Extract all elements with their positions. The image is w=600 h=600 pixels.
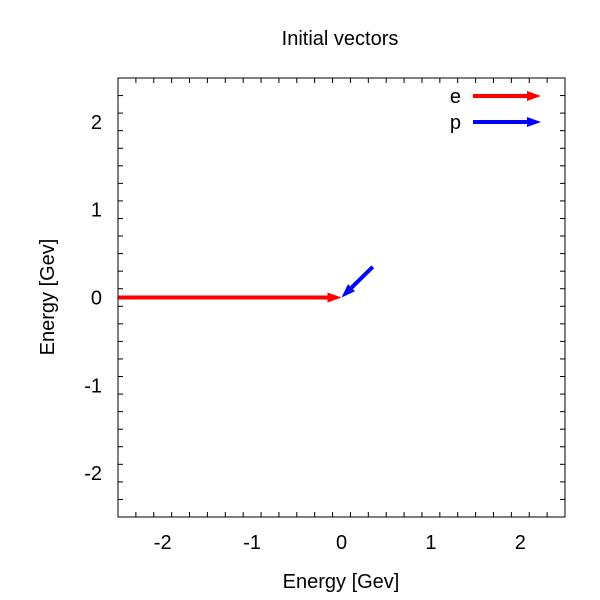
vector-p-shaft bbox=[350, 265, 375, 290]
vector-p bbox=[341, 265, 375, 298]
legend: ep bbox=[450, 86, 541, 134]
y-axis-label: Energy [Gev] bbox=[37, 239, 59, 356]
y-tick-label: -1 bbox=[84, 375, 102, 397]
vector-e bbox=[118, 292, 342, 303]
x-tick-label: 1 bbox=[425, 532, 436, 554]
x-tick-label: -2 bbox=[154, 532, 172, 554]
legend-arrow-e-head bbox=[527, 91, 541, 101]
y-tick-label: 0 bbox=[91, 288, 102, 310]
legend-arrow-p bbox=[473, 117, 541, 127]
legend-arrow-p-head bbox=[527, 117, 541, 127]
legend-label-p: p bbox=[450, 112, 461, 134]
x-tick-label: 2 bbox=[515, 532, 526, 554]
y-tick-label: 2 bbox=[91, 112, 102, 134]
x-axis-label: Energy [Gev] bbox=[283, 571, 400, 593]
legend-label-e: e bbox=[450, 86, 461, 108]
x-tick-label: 0 bbox=[336, 532, 347, 554]
tick-labels: -2 -1 0 1 2 -2 -1 0 1 2 bbox=[84, 112, 526, 554]
y-tick-label: -2 bbox=[84, 463, 102, 485]
plot-frame bbox=[117, 77, 566, 518]
vector-p-head bbox=[341, 284, 355, 298]
x-tick-label: -1 bbox=[243, 532, 261, 554]
legend-arrow-e bbox=[473, 91, 541, 101]
chart-title: Initial vectors bbox=[282, 28, 399, 50]
vector-series bbox=[118, 265, 375, 303]
vector-e-head bbox=[327, 292, 342, 303]
y-tick-label: 1 bbox=[91, 200, 102, 222]
